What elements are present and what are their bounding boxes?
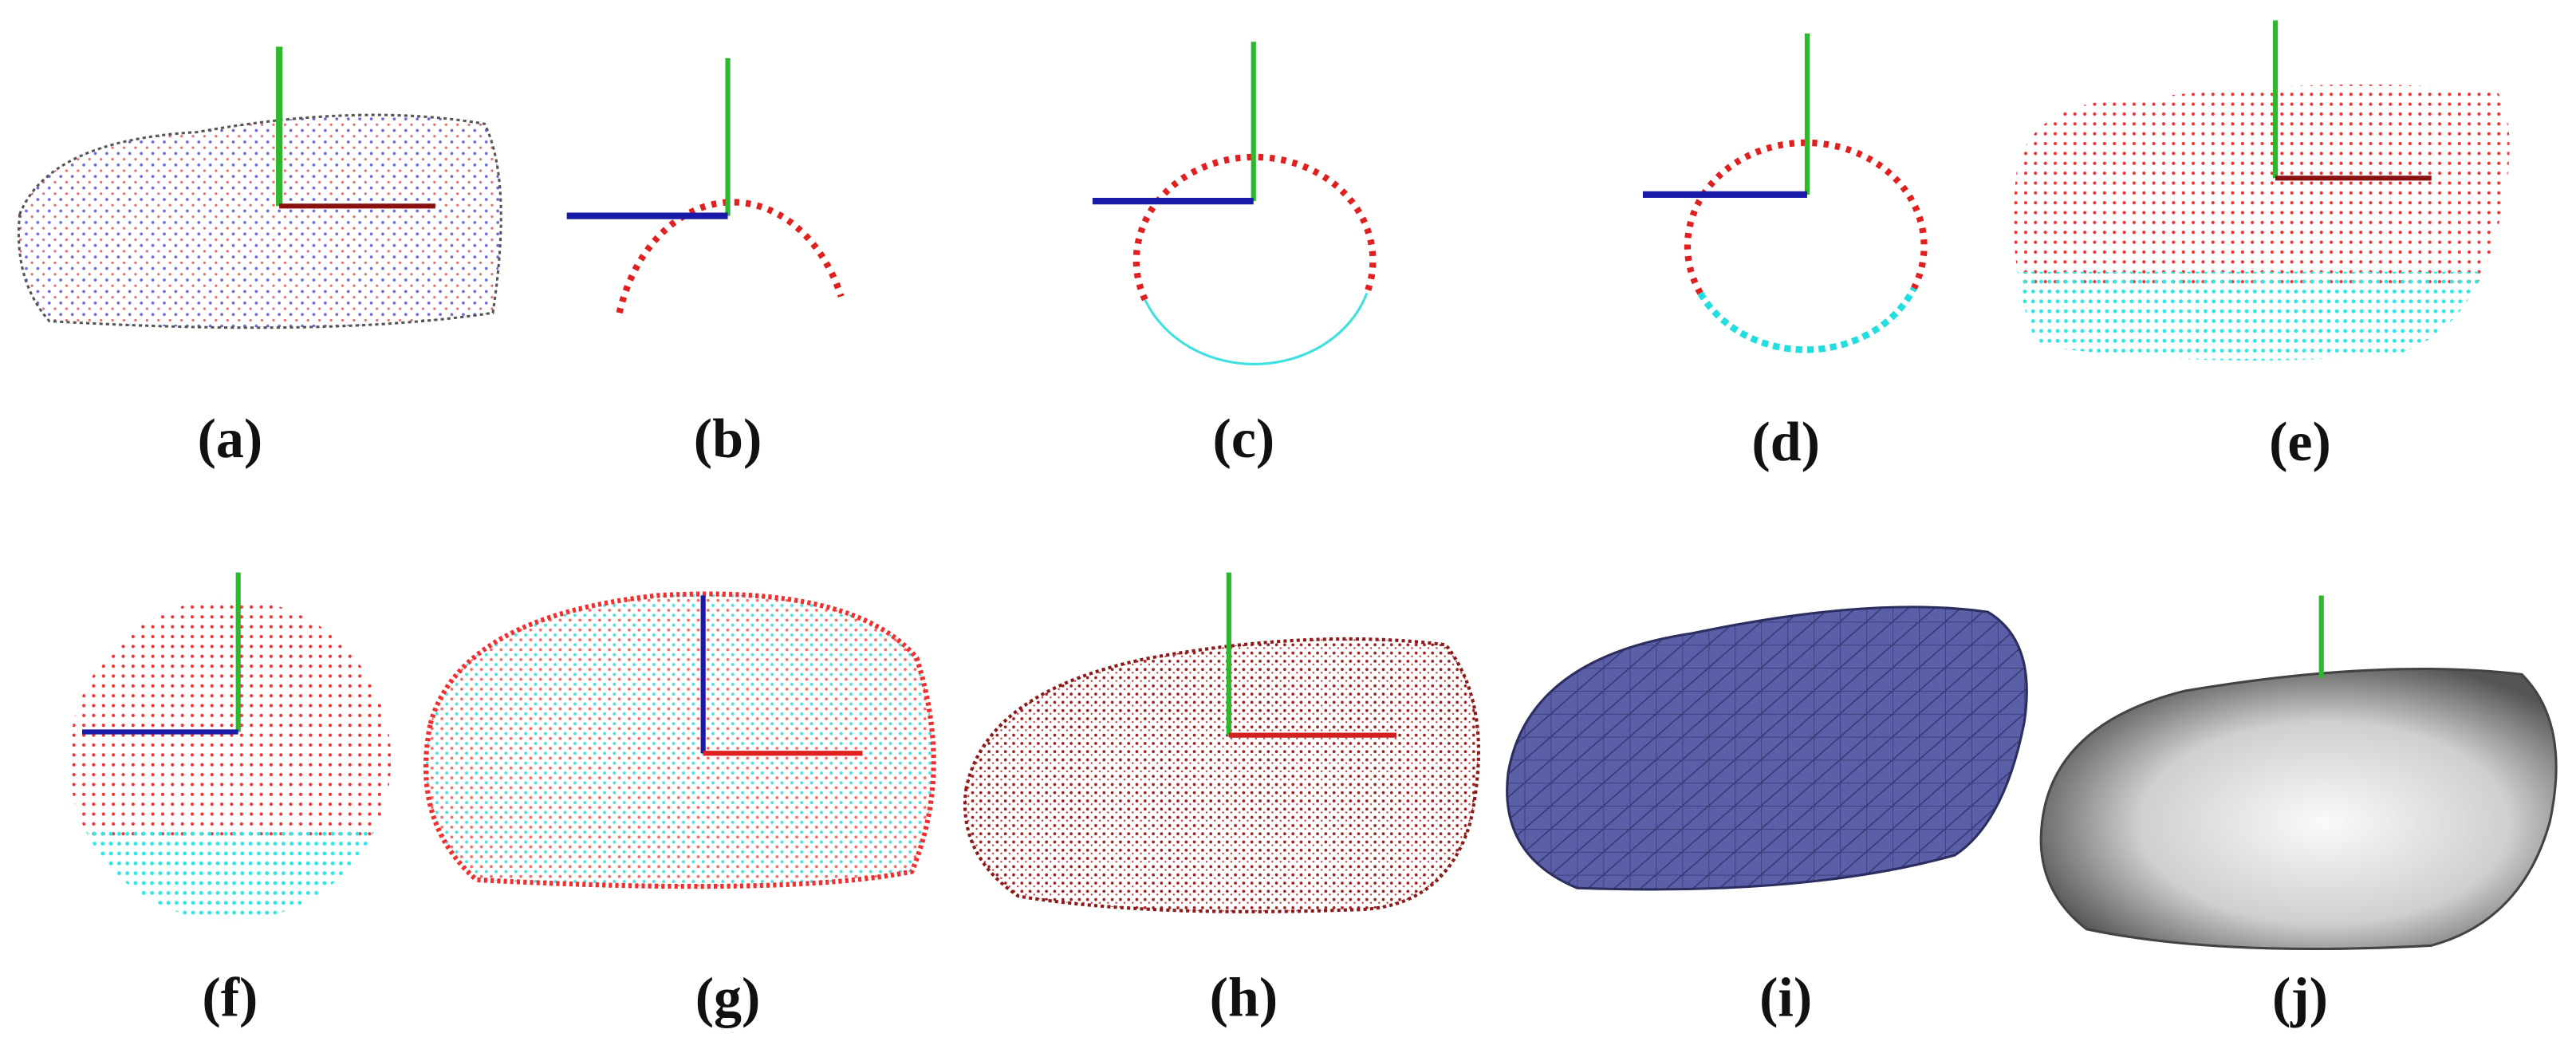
panel-f — [69, 572, 392, 921]
panel-h — [963, 572, 1480, 913]
panel-label: (e) — [2269, 412, 2331, 473]
panel-a — [17, 46, 502, 329]
labels: (a) (b) (c) (d) (e) (f) (g) (h) (i) (j) — [198, 408, 2331, 1028]
panel-i — [1506, 605, 2028, 891]
panel-d — [1642, 34, 1928, 353]
panel-label: (a) — [198, 408, 263, 470]
panel-label: (g) — [695, 967, 761, 1028]
panel-label: (d) — [1751, 412, 1820, 473]
panel-label: (c) — [1213, 408, 1275, 470]
panel-label: (i) — [1759, 967, 1812, 1028]
panel-j — [2039, 595, 2558, 951]
panel-e — [2013, 20, 2510, 361]
panel-g — [423, 591, 936, 889]
panel-c — [1092, 41, 1377, 365]
panel-label: (f) — [202, 967, 258, 1028]
panel-label: (h) — [1210, 967, 1278, 1028]
panel-label: (j) — [2272, 967, 2328, 1028]
panel-label: (b) — [694, 408, 762, 470]
panel-b — [566, 57, 845, 314]
